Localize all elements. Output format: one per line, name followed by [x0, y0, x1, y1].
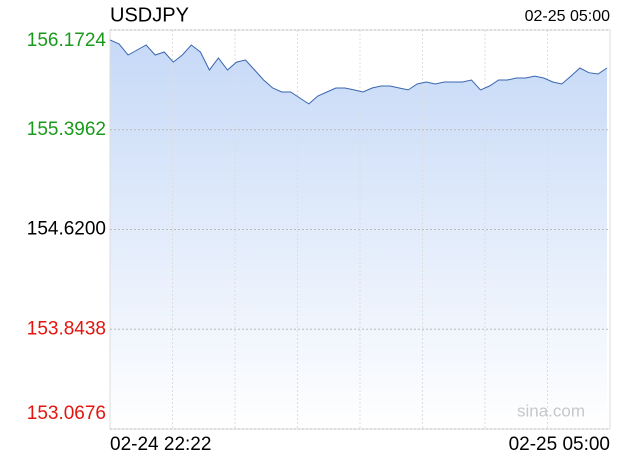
x-tick-label: 02-24 22:22	[110, 434, 211, 455]
timestamp: 02-25 05:00	[525, 8, 611, 25]
chart-title: USDJPY	[110, 4, 189, 26]
y-tick-label: 153.0676	[27, 403, 106, 424]
vertical-grid	[172, 30, 548, 429]
x-tick-label: 02-25 05:00	[509, 434, 610, 455]
watermark: sina.com	[517, 401, 585, 420]
y-tick-label: 156.1724	[27, 30, 107, 51]
line	[109, 39, 608, 105]
area	[110, 39, 607, 430]
y-tick-label: 155.3962	[27, 119, 106, 140]
y-tick-label: 153.8438	[27, 318, 106, 339]
y-tick-label: 154.6200	[27, 219, 106, 240]
